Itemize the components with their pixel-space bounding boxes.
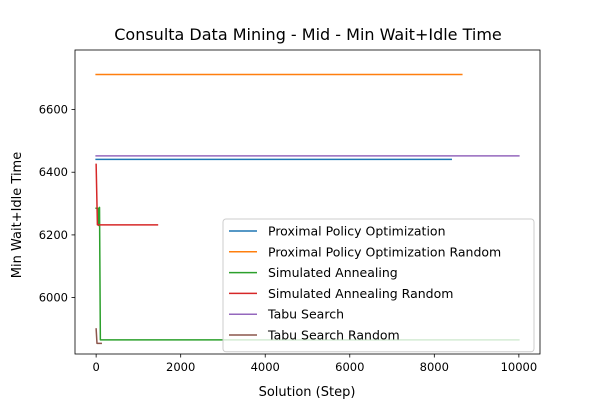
legend-label: Simulated Annealing Random: [268, 286, 453, 301]
plot-area: [95, 73, 520, 345]
x-tick-label: 10000: [501, 360, 538, 374]
legend-label: Proximal Policy Optimization: [268, 224, 446, 239]
chart-title: Consulta Data Mining - Mid - Min Wait+Id…: [114, 25, 502, 44]
x-tick-label: 0: [92, 360, 99, 374]
axes: 0 2000 4000 6000 8000 10000 6000 6200 6400 6600: [39, 49, 541, 374]
legend: Proximal Policy Optimization Proximal Pol…: [222, 218, 535, 353]
y-axis-label: Min Wait+Idle Time: [10, 152, 25, 278]
y-tick-label: 6200: [39, 228, 68, 242]
y-tick-label: 6600: [39, 103, 68, 117]
y-tick-label: 6000: [39, 291, 68, 305]
x-tick-label: 2000: [166, 360, 195, 374]
legend-box: [222, 218, 535, 353]
x-axis-label: Solution (Step): [259, 385, 356, 400]
legend-label: Proximal Policy Optimization Random: [268, 244, 501, 259]
y-tick-label: 6400: [39, 165, 68, 179]
legend-label: Simulated Annealing: [268, 265, 398, 280]
x-tick-label: 6000: [335, 360, 364, 374]
series-line: [95, 163, 159, 226]
legend-label: Tabu Search: [267, 307, 344, 322]
x-tick-label: 4000: [251, 360, 280, 374]
legend-label: Tabu Search Random: [267, 328, 400, 343]
axes-frame: [74, 49, 541, 355]
series-line: [95, 328, 102, 345]
x-tick-label: 8000: [420, 360, 449, 374]
